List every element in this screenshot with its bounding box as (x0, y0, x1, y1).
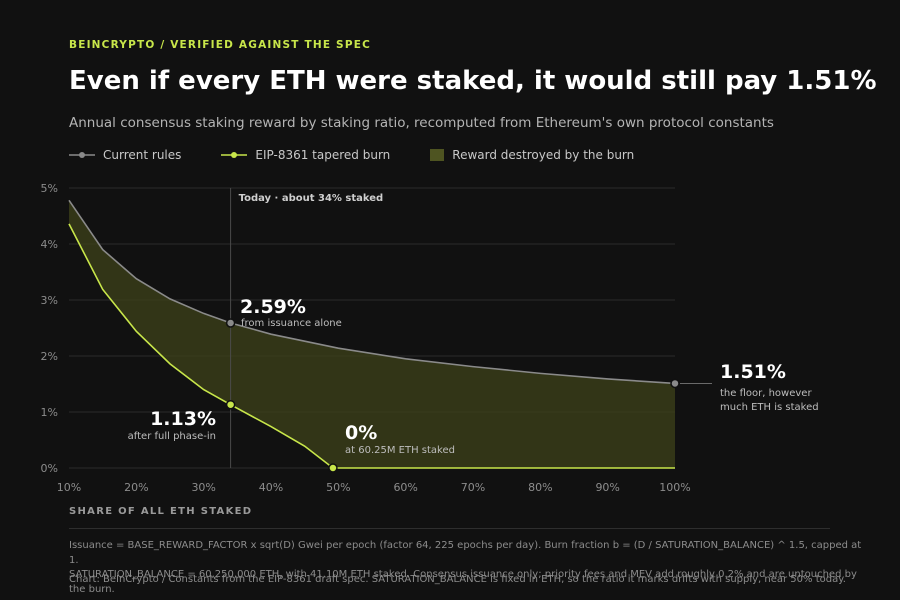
legend-item-destroyed: Reward destroyed by the burn (430, 148, 634, 162)
footer-divider (69, 528, 830, 529)
footnote-line-1: Issuance = BASE_REWARD_FACTOR x sqrt(D) … (69, 540, 862, 566)
x-tick-label: 60% (393, 481, 417, 494)
y-tick-label: 1% (41, 406, 58, 419)
series-line-current (68, 199, 676, 385)
x-tick-label: 10% (57, 481, 81, 494)
legend-label-current: Current rules (103, 148, 182, 162)
legend-item-burn: EIP-8361 tapered burn (221, 148, 390, 162)
legend-item-current: Current rules (69, 148, 181, 162)
annotation-text-current-today: from issuance alone (241, 318, 342, 329)
annotation-value-current-today: 2.59% (240, 296, 306, 318)
legend: Current rules EIP-8361 tapered burn Rewa… (69, 148, 674, 162)
legend-line-burn-icon (221, 152, 248, 158)
point-current-today (225, 318, 236, 328)
footnote: Issuance = BASE_REWARD_FACTOR x sqrt(D) … (69, 539, 869, 597)
x-tick-label: 30% (191, 481, 215, 494)
y-tick-label: 5% (41, 182, 58, 195)
legend-line-current-icon (69, 152, 95, 158)
legend-label-burn: EIP-8361 tapered burn (255, 148, 391, 162)
x-tick-label: 70% (461, 481, 485, 494)
point-current-floor (670, 378, 680, 389)
annotation-text-floor-2: much ETH is staked (720, 402, 819, 413)
annotation-value-burn-today: 1.13% (150, 408, 216, 430)
source-note: Chart: BeInCrypto / Constants from the E… (69, 574, 846, 585)
annotation-value-burn-zero: 0% (345, 422, 377, 444)
x-tick-label: 40% (259, 481, 283, 494)
annotation-value-floor: 1.51% (720, 361, 786, 383)
y-tick-label: 4% (41, 238, 58, 251)
x-tick-label: 100% (659, 481, 690, 494)
annotation-text-burn-zero: at 60.25M ETH staked (345, 445, 455, 456)
x-tick-label: 80% (528, 481, 552, 494)
x-tick-label: 90% (595, 481, 619, 494)
annotation-text-burn-today: after full phase-in (128, 431, 216, 442)
legend-label-destroyed: Reward destroyed by the burn (452, 148, 635, 162)
x-tick-label: 20% (124, 481, 148, 494)
chart-subtitle: Annual consensus staking reward by staki… (69, 115, 774, 131)
y-tick-label: 0% (41, 462, 58, 475)
legend-swatch-icon (430, 149, 445, 161)
x-tick-label: 50% (326, 481, 350, 494)
x-axis-title: SHARE OF ALL ETH STAKED (69, 506, 253, 517)
y-tick-label: 3% (41, 294, 58, 307)
footnote-line-2: SATURATION_BALANCE = 60,250,000 ETH, wit… (69, 569, 857, 595)
chart-title: Even if every ETH were staked, it would … (69, 66, 877, 96)
point-burn-zero (328, 463, 338, 473)
y-tick-label: 2% (41, 350, 58, 363)
series-line-burn (68, 223, 675, 469)
point-burn-today (225, 399, 236, 410)
burn-area (69, 200, 675, 469)
today-marker-label: Today · about 34% staked (239, 193, 384, 204)
annotation-text-floor-1: the floor, however (720, 388, 812, 399)
eyebrow-label: BEINCRYPTO / VERIFIED AGAINST THE SPEC (69, 39, 371, 51)
